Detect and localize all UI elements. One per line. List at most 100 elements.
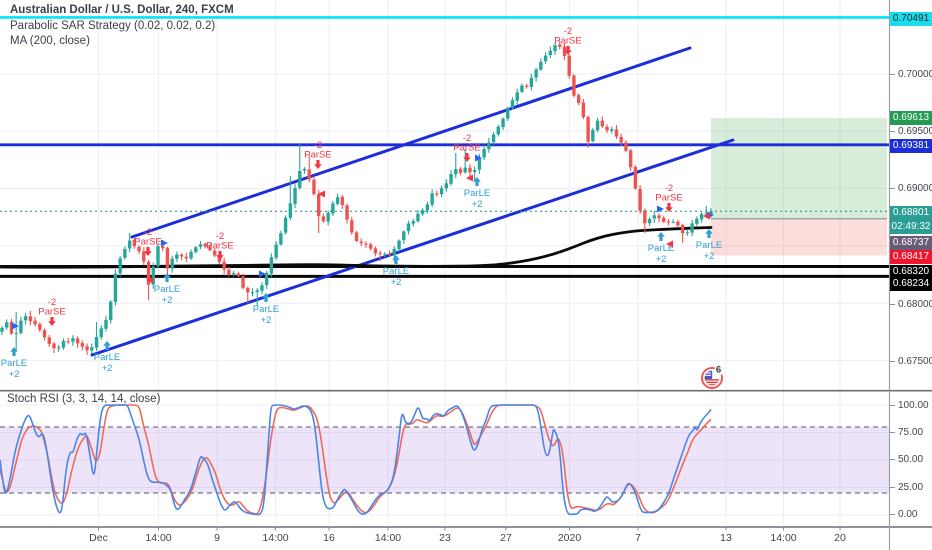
svg-text:ParLE: ParLE xyxy=(94,352,120,363)
price-axis-label: 0.00 xyxy=(898,509,918,520)
price-tick xyxy=(890,303,895,305)
candles-series[interactable] xyxy=(0,40,713,355)
long-entry-marker[interactable]: ParLE+2 xyxy=(648,232,674,265)
price-axis-label: 0.70000 xyxy=(898,68,932,80)
svg-text:+2: +2 xyxy=(9,369,20,380)
event-count-badge: 6 xyxy=(716,365,721,376)
long-entry-marker[interactable]: ParLE+2 xyxy=(253,293,279,326)
trendline-0 xyxy=(130,46,692,239)
sell-fill-arrow xyxy=(146,276,153,284)
time-axis-label: 27 xyxy=(500,532,512,544)
long-entry-marker[interactable]: ParLE+2 xyxy=(696,229,722,262)
trendlines[interactable] xyxy=(90,46,735,357)
svg-text:ParSE: ParSE xyxy=(304,150,331,161)
svg-text:-2: -2 xyxy=(665,183,673,194)
svg-text:ParLE: ParLE xyxy=(253,304,279,315)
time-axis-label: 20 xyxy=(834,532,846,544)
economic-events-icon[interactable]: 6 xyxy=(701,363,723,389)
time-axis-label: 14:00 xyxy=(262,532,289,544)
price-tick xyxy=(890,73,895,75)
buy-fill-arrow xyxy=(259,270,266,278)
buy-fill-arrow xyxy=(161,239,168,247)
price-chip-068801[interactable]: 0.68801 xyxy=(890,205,932,220)
svg-text:ParLE: ParLE xyxy=(696,240,722,251)
time-axis-label: 9 xyxy=(214,532,220,544)
long-entry-marker[interactable]: ParLE+2 xyxy=(94,341,120,374)
svg-text:ParSE: ParSE xyxy=(554,36,581,47)
profit-zone-box xyxy=(711,118,887,219)
price-chip-068234[interactable]: 0.68234 xyxy=(890,277,932,291)
time-axis-label: 7 xyxy=(635,532,641,544)
svg-text:ParSE: ParSE xyxy=(655,193,682,204)
svg-text:+2: +2 xyxy=(162,295,173,306)
price-tick xyxy=(890,188,895,189)
svg-text:+2: +2 xyxy=(656,254,667,265)
price-chip-069381[interactable]: 0.69381 xyxy=(890,139,932,153)
svg-text:ParLE: ParLE xyxy=(1,358,27,369)
svg-text:ParSE: ParSE xyxy=(38,307,65,318)
svg-text:+2: +2 xyxy=(704,251,715,262)
buy-fill-arrow xyxy=(475,154,482,162)
price-chip-068417[interactable]: 0.68417 xyxy=(890,250,932,264)
svg-text:-2: -2 xyxy=(144,227,152,238)
price-tick xyxy=(890,404,895,406)
price-chip-070491[interactable]: 0.70491 xyxy=(890,12,932,26)
price-tick xyxy=(890,514,895,515)
price-chip-068737[interactable]: 0.68737 xyxy=(890,235,932,250)
price-tick xyxy=(890,486,895,488)
trendline-1 xyxy=(90,138,735,357)
time-axis-label: 2020 xyxy=(557,532,582,544)
svg-text:+2: +2 xyxy=(391,277,402,288)
long-entry-marker[interactable]: ParLE+2 xyxy=(464,177,490,210)
long-entry-marker[interactable]: ParLE+2 xyxy=(383,255,409,288)
ma-200-line[interactable] xyxy=(0,226,713,269)
stoch-d-line xyxy=(0,404,712,515)
price-chip-024932[interactable]: 02:49:32 xyxy=(890,220,932,234)
svg-text:-2: -2 xyxy=(314,140,322,151)
price-axis-label: 50.00 xyxy=(898,454,924,465)
svg-text:ParLE: ParLE xyxy=(154,284,180,295)
position-tool[interactable] xyxy=(711,118,887,256)
long-entry-marker[interactable]: ParLE+2 xyxy=(154,273,180,306)
svg-text:+2: +2 xyxy=(261,315,272,326)
price-tick xyxy=(890,459,895,460)
time-axis-label: 13 xyxy=(720,532,732,544)
us-flag-icon xyxy=(704,370,720,386)
stoch-k-line xyxy=(0,404,712,516)
time-axis-label: 16 xyxy=(323,532,335,544)
sell-fill-arrow xyxy=(703,212,710,220)
svg-text:ParSE: ParSE xyxy=(453,143,480,154)
stoch-rsi-pane xyxy=(0,404,890,516)
svg-text:-2: -2 xyxy=(564,26,572,37)
price-tick xyxy=(890,432,895,433)
time-axis-label: 14:00 xyxy=(145,532,172,544)
trade-fill-arrows xyxy=(12,154,714,330)
price-axis-label: 0.67500 xyxy=(898,356,932,367)
long-entry-marker[interactable]: ParLE+2 xyxy=(1,347,27,380)
svg-text:-2: -2 xyxy=(216,231,224,242)
svg-text:+2: +2 xyxy=(472,199,483,210)
time-axis-label: 23 xyxy=(439,532,451,544)
price-chip-068320[interactable]: 0.68320 xyxy=(890,265,932,279)
stop-zone-box xyxy=(711,218,887,256)
price-chip-069613[interactable]: 0.69613 xyxy=(890,111,932,125)
stoch-band xyxy=(0,427,890,493)
price-axis-label: 0.69500 xyxy=(898,125,932,137)
time-axis-label: Dec xyxy=(89,532,108,544)
price-axis-label: 100.00 xyxy=(898,399,929,411)
price-tick xyxy=(890,361,895,362)
price-axis-label: 0.69000 xyxy=(898,183,932,194)
time-axis-label: 14:00 xyxy=(374,532,402,544)
buy-fill-arrow xyxy=(657,205,664,213)
